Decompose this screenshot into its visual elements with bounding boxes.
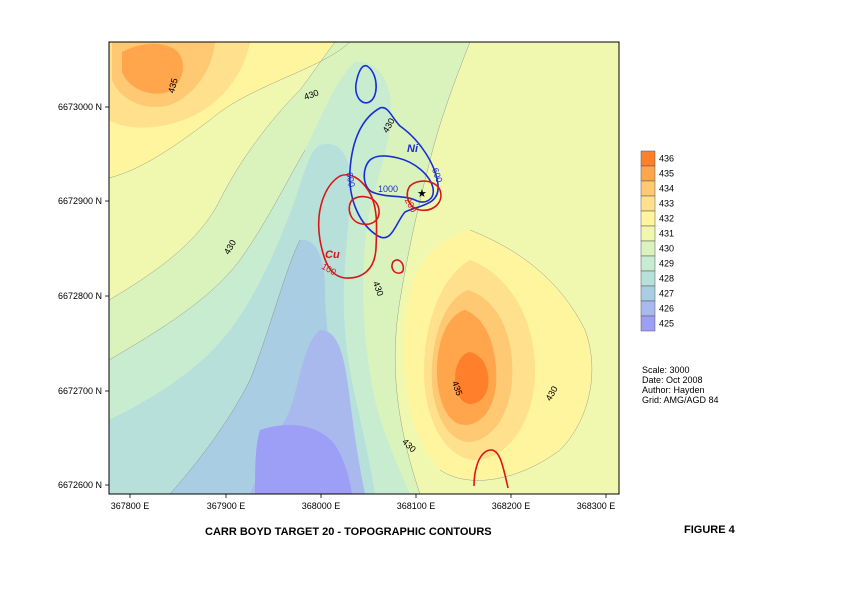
ni-contour-600 <box>349 106 439 239</box>
ni-600-left-label: 600 <box>344 171 356 188</box>
legend-swatch <box>640 165 656 182</box>
legend-swatch <box>640 255 656 272</box>
x-tick-label: 368200 E <box>492 501 531 511</box>
contour-label-top-mid: 430 <box>303 88 321 103</box>
legend-swatch <box>640 195 656 212</box>
legend-label: 434 <box>659 184 674 194</box>
y-axis <box>105 106 109 486</box>
contour-label-center: 430 <box>371 280 386 298</box>
legend-swatch <box>640 240 656 257</box>
legend-swatch <box>640 315 656 332</box>
legend-label: 436 <box>659 154 674 164</box>
ni-contour-1000 <box>363 155 435 203</box>
legend-label: 429 <box>659 259 674 269</box>
y-tick-label: 6672800 N <box>58 291 102 301</box>
y-tick-label: 6673000 N <box>58 102 102 112</box>
cu-contour-100 <box>317 174 378 279</box>
ni-1000-label: 1000 <box>378 184 398 194</box>
legend-swatch <box>640 150 656 167</box>
legend-label: 428 <box>659 274 674 284</box>
author-text: Author: Hayden <box>642 385 705 395</box>
y-tick-label: 6672600 N <box>58 480 102 490</box>
y-tick-labels: 6673000 N 6672900 N 6672800 N 6672700 N … <box>58 102 102 490</box>
elevation-legend: 436 435 434 433 432 431 430 429 428 427 426 425 <box>640 150 674 332</box>
figure-number: FIGURE 4 <box>684 524 735 536</box>
x-tick-label: 367900 E <box>207 501 246 511</box>
legend-swatch <box>640 300 656 317</box>
x-tick-label: 368300 E <box>577 501 616 511</box>
figure-caption: CARR BOYD TARGET 20 - TOPOGRAPHIC CONTOU… <box>205 526 492 538</box>
plot-frame <box>108 41 620 495</box>
date-text: Date: Oct 2008 <box>642 375 703 385</box>
contour-label-hill: 435 <box>450 380 465 398</box>
legend-label: 426 <box>659 304 674 314</box>
legend-label: 435 <box>659 169 674 179</box>
cu-contour-small <box>391 259 405 274</box>
legend-label: 430 <box>659 244 674 254</box>
grid-text: Grid: AMG/AGD 84 <box>642 395 719 405</box>
scale-text: Scale: 3000 <box>642 365 690 375</box>
x-tick-label: 368000 E <box>302 501 341 511</box>
legend-label: 433 <box>659 199 674 209</box>
legend-label: 432 <box>659 214 674 224</box>
cu-label: Cu <box>325 249 340 261</box>
ni-contour-north <box>354 64 377 104</box>
ni-anomaly <box>349 64 439 239</box>
legend-swatch <box>640 285 656 302</box>
cu-contour-200-b <box>406 180 442 212</box>
topography-fill <box>109 42 619 494</box>
y-tick-label: 6672700 N <box>58 386 102 396</box>
legend-swatch <box>640 180 656 197</box>
x-tick-labels: 367800 E 367900 E 368000 E 368100 E 3682… <box>111 501 616 511</box>
legend-label: 427 <box>659 289 674 299</box>
cu-anomaly <box>317 174 509 489</box>
legend-swatch <box>640 210 656 227</box>
legend-label: 431 <box>659 229 674 239</box>
legend-swatch <box>640 225 656 242</box>
ni-label: Ni <box>407 143 419 155</box>
x-axis <box>129 494 607 498</box>
contour-label-top-left: 435 <box>166 77 180 94</box>
cu-contour-south <box>473 449 509 489</box>
map-info: Scale: 3000 Date: Oct 2008 Author: Hayde… <box>642 365 719 405</box>
drillhole-star-icon: ★ <box>417 187 427 200</box>
cu-contour-200 <box>348 195 380 226</box>
ni-600-right-label: 600 <box>430 167 445 185</box>
x-tick-label: 367800 E <box>111 501 150 511</box>
y-tick-label: 6672900 N <box>58 196 102 206</box>
legend-label: 425 <box>659 319 674 329</box>
x-tick-label: 368100 E <box>397 501 436 511</box>
legend-swatch <box>640 270 656 287</box>
